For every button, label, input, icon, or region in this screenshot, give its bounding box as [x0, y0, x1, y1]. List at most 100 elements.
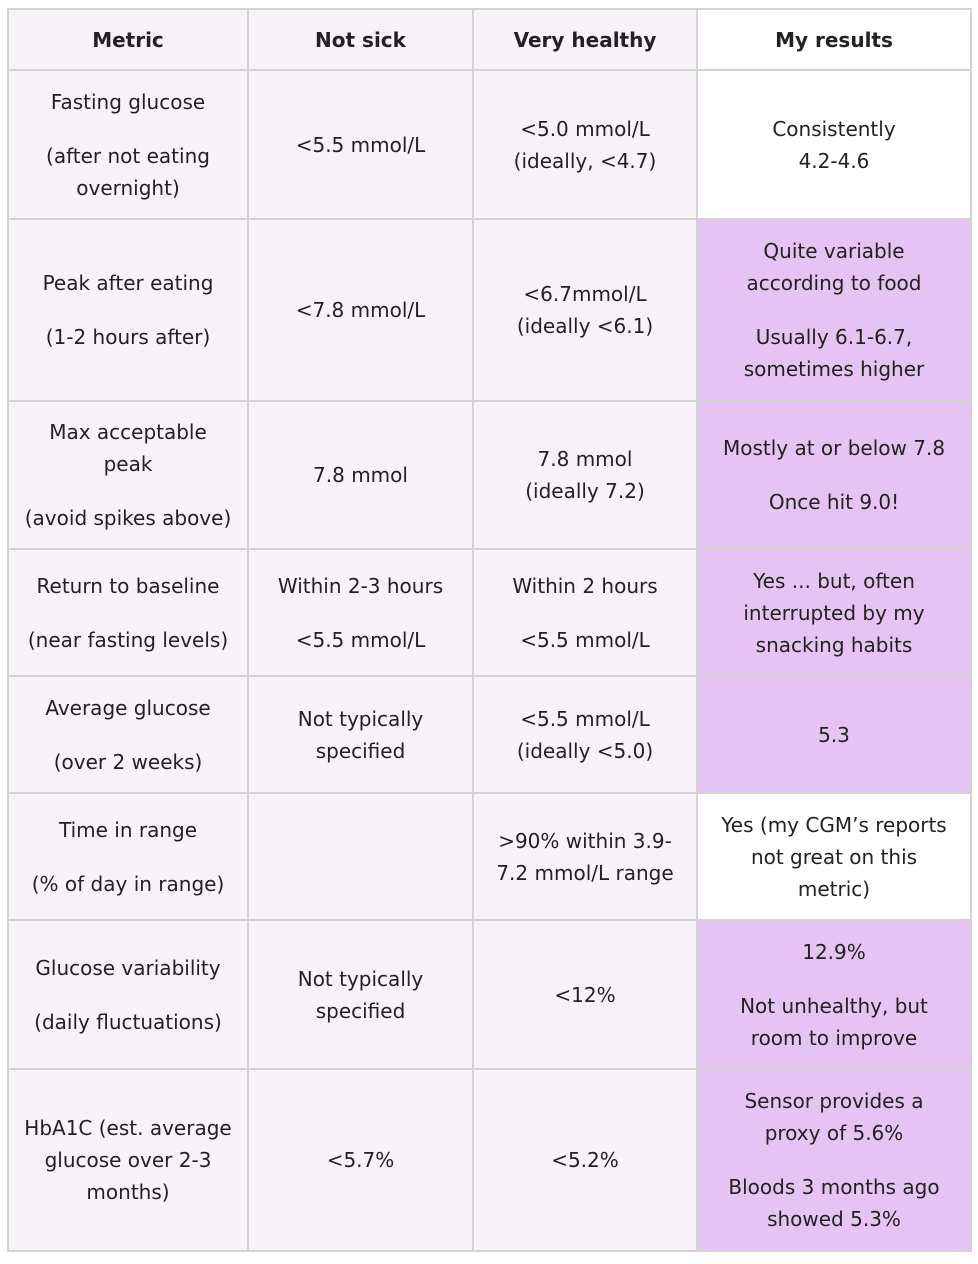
very-healthy-cell: <5.0 mmol/L (ideally, <4.7) [472, 69, 698, 220]
metric-cell: Max acceptable peak (avoid spikes above) [7, 400, 249, 550]
metric-text: glucose over 2-3 [44, 1148, 212, 1172]
very-healthy-text: <6.7mmol/L [523, 282, 647, 306]
spacer [19, 724, 237, 746]
my-results-text: Not unhealthy, but [740, 993, 928, 1018]
header-metric: Metric [7, 8, 249, 71]
my-results-cell: Quite variable according to food Usually… [696, 218, 972, 402]
table-row: Return to baseline (near fasting levels)… [7, 548, 972, 677]
very-healthy-text: <5.0 mmol/L [520, 116, 650, 141]
header-not-sick: Not sick [247, 8, 474, 71]
my-results-text: Yes ... but, often [753, 568, 915, 593]
not-sick-cell: Not typically specified [247, 675, 474, 794]
metric-text: Time in range [58, 817, 198, 842]
my-results-text: sometimes higher [743, 357, 925, 381]
very-healthy-text: <12% [554, 982, 616, 1007]
not-sick-text: <5.7% [326, 1148, 395, 1172]
very-healthy-text: (ideally <6.1) [516, 314, 654, 338]
very-healthy-text: (ideally, <4.7) [513, 148, 657, 173]
very-healthy-text: 7.8 mmol [537, 447, 633, 471]
very-healthy-text: (ideally 7.2) [525, 479, 645, 503]
my-results-text: Yes (my CGM’s reports [721, 812, 947, 837]
header-row: Metric Not sick Very healthy My results [7, 8, 972, 71]
my-results-text: Sensor provides a [744, 1089, 924, 1113]
my-results-text: 4.2-4.6 [798, 148, 870, 173]
metric-text: peak [103, 452, 153, 476]
metric-cell: Glucose variability (daily fluctuations) [7, 919, 249, 1070]
my-results-cell: 5.3 [696, 675, 972, 794]
very-healthy-cell: <6.7mmol/L (ideally <6.1) [472, 218, 698, 402]
metric-text: (after not eating [46, 143, 210, 168]
not-sick-cell: <5.7% [247, 1068, 474, 1252]
table-row: Time in range (% of day in range) >90% w… [7, 792, 972, 921]
not-sick-text: Not typically [297, 706, 424, 731]
my-results-text: metric) [797, 876, 871, 901]
metric-text: Return to baseline [36, 573, 220, 598]
not-sick-text: Within 2-3 hours [277, 573, 444, 598]
not-sick-text: specified [315, 998, 406, 1023]
not-sick-text: <5.5 mmol/L [295, 627, 426, 652]
not-sick-text: Not typically [297, 966, 424, 991]
metric-text: HbA1C (est. average [24, 1116, 232, 1140]
spacer [708, 1149, 960, 1171]
spacer [19, 480, 237, 502]
my-results-cell: Consistently 4.2-4.6 [696, 69, 972, 220]
not-sick-cell: 7.8 mmol [247, 400, 474, 550]
not-sick-cell: <5.5 mmol/L [247, 69, 474, 220]
very-healthy-text: >90% within 3.9- [498, 828, 672, 853]
my-results-cell: Yes ... but, often interrupted by my sna… [696, 548, 972, 677]
not-sick-cell [247, 792, 474, 921]
spacer [259, 602, 462, 624]
spacer [19, 602, 237, 624]
very-healthy-cell: 7.8 mmol (ideally 7.2) [472, 400, 698, 550]
metric-text: (near fasting levels) [27, 627, 229, 652]
metric-cell: HbA1C (est. average glucose over 2-3 mon… [7, 1068, 249, 1252]
my-results-text: proxy of 5.6% [764, 1121, 904, 1145]
very-healthy-text: <5.5 mmol/L [520, 627, 650, 652]
my-results-text: Usually 6.1-6.7, [755, 325, 913, 349]
not-sick-text: 7.8 mmol [313, 463, 408, 487]
spacer [484, 602, 686, 624]
metric-text: overnight) [76, 175, 180, 200]
not-sick-cell: Not typically specified [247, 919, 474, 1070]
my-results-cell: 12.9% Not unhealthy, but room to improve [696, 919, 972, 1070]
very-healthy-text: <5.5 mmol/L [520, 706, 650, 731]
header-very-healthy: Very healthy [472, 8, 698, 71]
spacer [19, 984, 237, 1006]
metric-text: (daily fluctuations) [34, 1009, 222, 1034]
my-results-text: according to food [746, 271, 922, 295]
very-healthy-cell: <5.5 mmol/L (ideally <5.0) [472, 675, 698, 794]
table-row: Peak after eating (1-2 hours after) <7.8… [7, 218, 972, 402]
spacer [708, 299, 960, 321]
my-results-text: interrupted by my [743, 600, 925, 625]
my-results-text: Bloods 3 months ago [728, 1175, 940, 1199]
table-row: Max acceptable peak (avoid spikes above)… [7, 400, 972, 550]
not-sick-cell: <7.8 mmol/L [247, 218, 474, 402]
metric-cell: Average glucose (over 2 weeks) [7, 675, 249, 794]
metric-text: Max acceptable [49, 420, 207, 444]
very-healthy-text: <5.2% [551, 1148, 619, 1172]
not-sick-text: <7.8 mmol/L [295, 298, 426, 322]
my-results-text: Consistently [772, 116, 896, 141]
my-results-text: showed 5.3% [767, 1207, 901, 1231]
my-results-text: not great on this [750, 844, 918, 869]
very-healthy-text: (ideally <5.0) [516, 738, 654, 763]
very-healthy-cell: >90% within 3.9- 7.2 mmol/L range [472, 792, 698, 921]
spacer [708, 968, 960, 990]
my-results-text: 5.3 [818, 722, 850, 747]
very-healthy-cell: <12% [472, 919, 698, 1070]
metric-text: (1-2 hours after) [45, 325, 211, 349]
metric-cell: Time in range (% of day in range) [7, 792, 249, 921]
metric-text: Average glucose [45, 695, 211, 720]
metric-text: (avoid spikes above) [24, 506, 232, 530]
metric-cell: Return to baseline (near fasting levels) [7, 548, 249, 677]
my-results-text: Once hit 9.0! [768, 490, 900, 514]
not-sick-text: <5.5 mmol/L [295, 132, 426, 157]
my-results-text: snacking habits [755, 632, 913, 657]
metric-text: Peak after eating [42, 271, 214, 295]
table-row: Average glucose (over 2 weeks) Not typic… [7, 675, 972, 794]
my-results-text: Mostly at or below 7.8 [722, 436, 946, 460]
spacer [708, 464, 960, 486]
metric-text: (over 2 weeks) [53, 749, 203, 774]
metric-text: (% of day in range) [31, 871, 225, 896]
metric-text: Fasting glucose [50, 89, 206, 114]
